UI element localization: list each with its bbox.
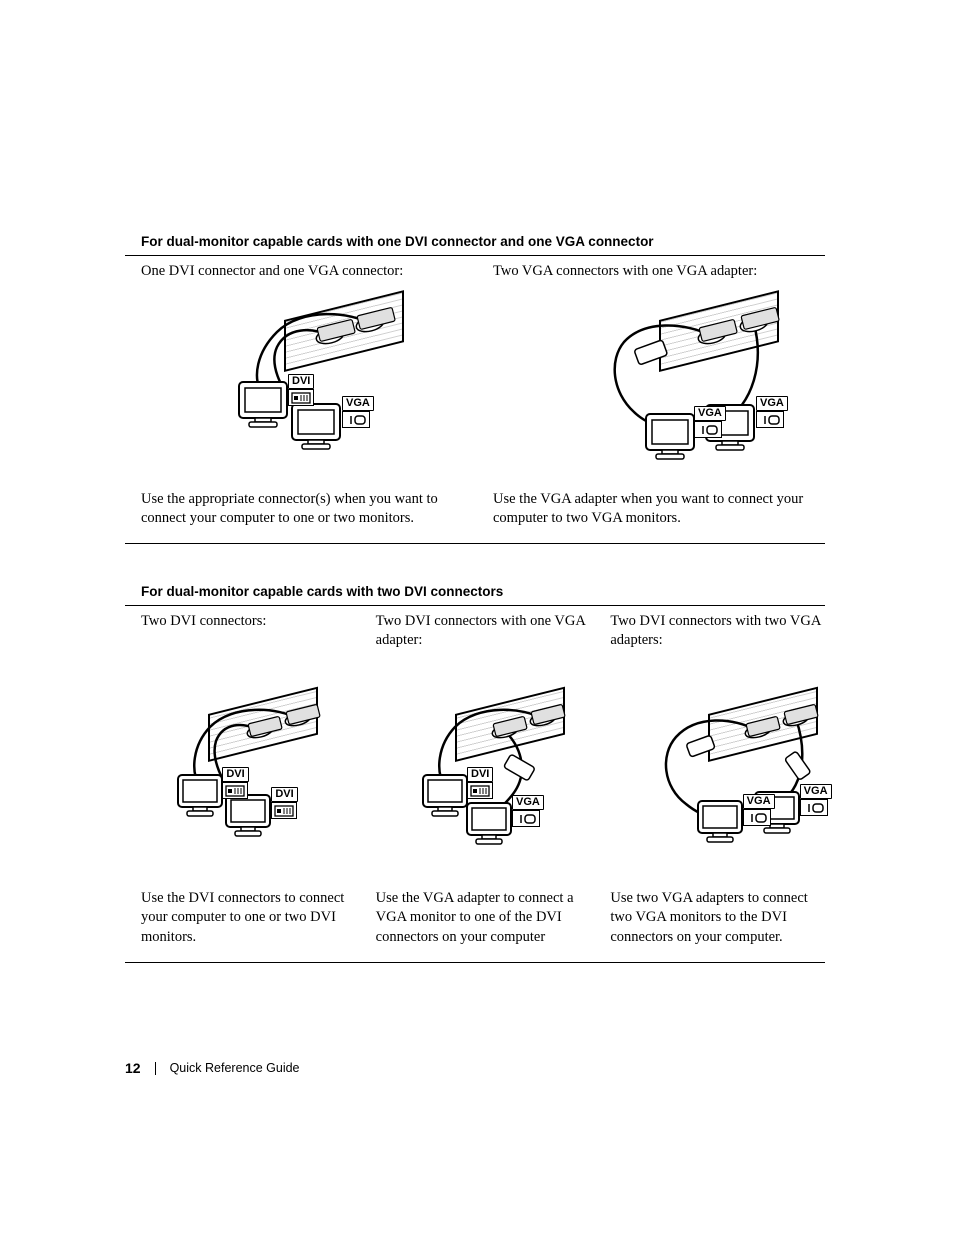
connector-label: VGA <box>800 784 832 799</box>
monitor-icon <box>290 402 342 452</box>
section2-titles: Two DVI connectors: Two DVI connectors w… <box>125 612 825 661</box>
s2c2-caption: Use the VGA adapter to connect a VGA mon… <box>376 889 591 948</box>
section1-captions: Use the appropriate connector(s) when yo… <box>125 490 825 544</box>
vga-port-icon <box>743 809 771 826</box>
connector-label: VGA <box>756 396 788 411</box>
connector-label: DVI <box>467 767 493 782</box>
diagram-vga-vga-adapters: VGA VGA <box>618 699 818 859</box>
section-two-dvi-card: For dual-monitor capable cards with two … <box>125 578 825 963</box>
vga-port-icon <box>694 421 722 438</box>
s2c3-caption: Use two VGA adapters to connect two VGA … <box>610 889 825 948</box>
connector-label: VGA <box>512 795 544 810</box>
connector-label: DVI <box>288 374 314 389</box>
vga-port-icon <box>342 411 370 428</box>
section2-figures: DVI DVI <box>125 661 825 889</box>
s1c2-title: Two VGA connectors with one VGA adapter: <box>493 262 825 282</box>
connector-label: VGA <box>342 396 374 411</box>
section1-heading: For dual-monitor capable cards with one … <box>125 228 825 256</box>
s1c2-caption: Use the VGA adapter when you want to con… <box>493 490 825 529</box>
diagram-dvi-vga: DVI VGA <box>202 302 412 472</box>
connector-label: DVI <box>222 767 248 782</box>
connector-label: DVI <box>271 787 297 802</box>
section-dvi-vga-card: For dual-monitor capable cards with one … <box>125 228 825 544</box>
s1c1-title: One DVI connector and one VGA connector: <box>141 262 473 282</box>
dvi-port-icon <box>467 782 493 799</box>
s2c2-figure: DVI VGA <box>376 699 591 859</box>
s2c1-title: Two DVI connectors: <box>141 612 356 632</box>
s2c1-caption: Use the DVI connectors to connect your c… <box>141 889 356 948</box>
s1c1-caption: Use the appropriate connector(s) when yo… <box>141 490 473 529</box>
s2c1-figure: DVI DVI <box>141 699 356 859</box>
section2-heading: For dual-monitor capable cards with two … <box>125 578 825 606</box>
s2c3-title: Two DVI connectors with two VGA adapters… <box>610 612 825 651</box>
vga-port-icon <box>756 411 784 428</box>
monitor-icon <box>644 412 696 462</box>
s1c1-figure: DVI VGA <box>141 302 473 472</box>
section1-titles: One DVI connector and one VGA connector:… <box>125 262 825 292</box>
s2c2-title: Two DVI connectors with one VGA adapter: <box>376 612 591 651</box>
diagram-dvi-dvi: DVI DVI <box>148 699 348 859</box>
s2c3-figure: VGA VGA <box>610 699 825 859</box>
footer-divider <box>155 1062 156 1075</box>
monitor-icon <box>237 380 289 430</box>
dvi-port-icon <box>222 782 248 799</box>
s1c2-figure: VGA VGA <box>493 302 825 472</box>
connector-label: VGA <box>743 794 775 809</box>
section2-captions: Use the DVI connectors to connect your c… <box>125 889 825 963</box>
connector-label: VGA <box>694 406 726 421</box>
vga-port-icon <box>512 810 540 827</box>
footer-title: Quick Reference Guide <box>170 1061 300 1075</box>
page-content: For dual-monitor capable cards with one … <box>125 228 825 963</box>
section1-figures: DVI VGA <box>125 292 825 490</box>
diagram-dvi-vga-adapter: DVI VGA <box>383 699 583 859</box>
page-number: 12 <box>125 1060 141 1076</box>
dvi-port-icon <box>271 802 297 819</box>
diagram-vga-vga: VGA VGA <box>554 302 764 472</box>
page-footer: 12 Quick Reference Guide <box>125 1060 300 1076</box>
vga-port-icon <box>800 799 828 816</box>
dvi-port-icon <box>288 389 314 406</box>
